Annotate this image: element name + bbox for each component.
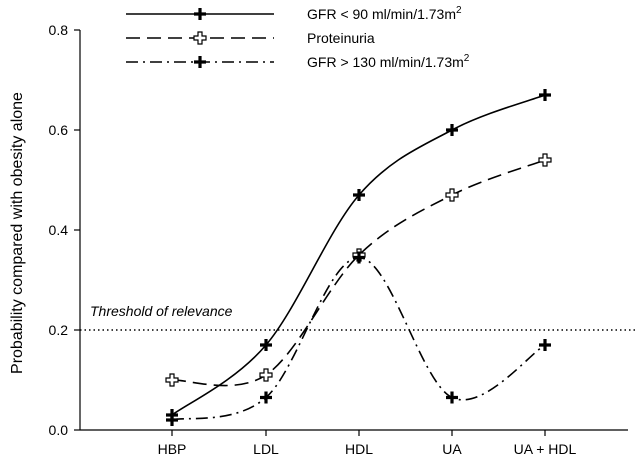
- data-point: [446, 124, 458, 136]
- legend-label: GFR > 130 ml/min/1.73m2: [307, 53, 470, 70]
- data-point: [446, 391, 458, 404]
- data-point: [166, 414, 178, 426]
- x-tick-label: UA + HDL: [514, 441, 577, 457]
- series-2: [165, 153, 552, 387]
- data-point: [445, 188, 459, 202]
- series-line: [171, 256, 546, 421]
- legend-marker: [193, 31, 207, 45]
- legend-marker: [194, 56, 206, 68]
- series-3: [166, 251, 551, 426]
- data-point: [353, 189, 365, 201]
- x-tick-label: HBP: [158, 441, 187, 457]
- axes: 0.0 0.2 0.4 0.6 0.8 HBP LDL HDL UA UA + HDL: [49, 22, 628, 457]
- data-point: [539, 339, 551, 351]
- data-point: [165, 373, 179, 387]
- x-tick-label: UA: [442, 441, 462, 457]
- y-tick-label: 0.6: [49, 122, 69, 138]
- data-point: [260, 391, 272, 404]
- threshold-label: Threshold of relevance: [90, 303, 233, 319]
- data-point: [259, 368, 273, 382]
- y-tick-label: 0.4: [49, 222, 69, 238]
- legend-marker: [194, 8, 206, 20]
- data-point: [538, 153, 552, 167]
- y-tick-label: 0.0: [49, 422, 69, 438]
- legend-label: GFR < 90 ml/min/1.73m2: [307, 5, 462, 22]
- legend: GFR < 90 ml/min/1.73m2 Proteinuria GFR > 1…: [126, 5, 470, 70]
- series-group: [165, 89, 552, 426]
- y-tick-label: 0.2: [49, 322, 69, 338]
- x-tick-label: LDL: [253, 441, 279, 457]
- legend-label: Proteinuria: [307, 30, 375, 46]
- data-point: [260, 339, 272, 351]
- y-tick-label: 0.8: [49, 22, 69, 38]
- threshold-group: Threshold of relevance: [80, 303, 636, 331]
- series-line: [171, 94, 546, 416]
- data-point: [353, 251, 365, 264]
- x-tick-label: HDL: [345, 441, 373, 457]
- y-axis-label: Probability compared with obesity alone: [9, 92, 26, 374]
- data-point: [539, 89, 551, 101]
